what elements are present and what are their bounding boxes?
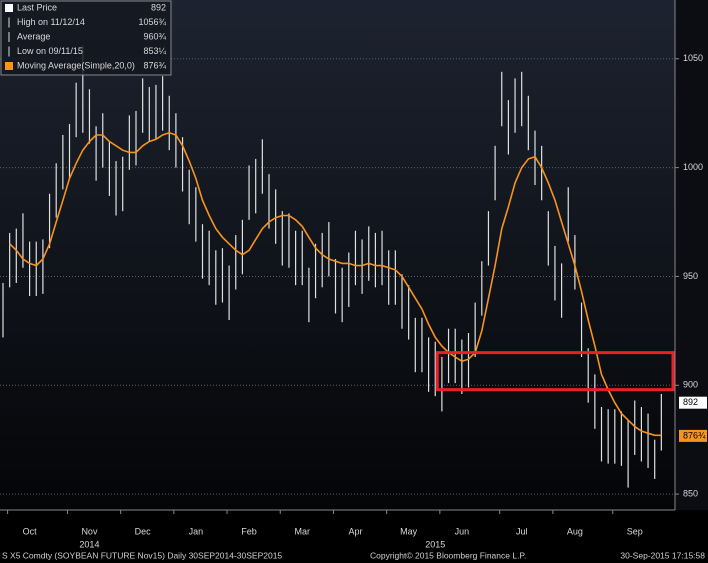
legend-value: 892 bbox=[151, 2, 166, 12]
x-tick-label: Jan bbox=[189, 526, 204, 536]
x-tick-label: Jun bbox=[455, 526, 470, 536]
x-tick-label: Apr bbox=[348, 526, 362, 536]
y-tick-label: 1050 bbox=[683, 53, 703, 63]
y-tick-label: 900 bbox=[683, 380, 698, 390]
x-tick-label: Feb bbox=[241, 526, 257, 536]
footer-right: 30-Sep-2015 17:15:58 bbox=[620, 550, 705, 560]
y-tick-label: 850 bbox=[683, 488, 698, 498]
x-tick-label: Mar bbox=[295, 526, 311, 536]
x-tick-label: Nov bbox=[81, 526, 98, 536]
x-tick-label: Dec bbox=[135, 526, 152, 536]
legend-icon bbox=[5, 4, 13, 12]
price-marker-label: 876¾ bbox=[683, 430, 706, 440]
footer-center: Copyright© 2015 Bloomberg Finance L.P. bbox=[370, 550, 526, 560]
x-tick-label: Aug bbox=[567, 526, 583, 536]
legend-label: Average bbox=[17, 31, 50, 41]
legend-icon bbox=[5, 62, 13, 70]
legend-value: 1056¾ bbox=[138, 17, 166, 27]
y-tick-label: 950 bbox=[683, 271, 698, 281]
y-tick-label: 1000 bbox=[683, 162, 703, 172]
legend-value: 960¾ bbox=[143, 31, 166, 41]
x-tick-label: Sep bbox=[627, 526, 643, 536]
legend-label: Last Price bbox=[17, 2, 57, 12]
highlight-box bbox=[435, 351, 675, 392]
price-marker bbox=[679, 429, 707, 442]
axis-area bbox=[675, 0, 708, 510]
legend-value: 853¼ bbox=[143, 46, 166, 56]
legend: Last Price 892 High on 11/12/14 1056¾ Averag… bbox=[0, 0, 172, 76]
moving-average-line bbox=[9, 131, 662, 437]
plot-area bbox=[0, 0, 675, 510]
legend-label: High on 11/12/14 bbox=[17, 17, 85, 27]
price-marker-label: 892 bbox=[683, 397, 698, 407]
legend-value: 876¾ bbox=[143, 60, 166, 70]
year-label: 2014 bbox=[79, 539, 99, 549]
year-label: 2015 bbox=[425, 539, 445, 549]
legend-label: Moving Average(Simple,20,0) bbox=[17, 60, 135, 70]
footer-left: S X5 Comdty (SOYBEAN FUTURE Nov15) Daily… bbox=[2, 550, 282, 560]
x-tick-label: May bbox=[400, 526, 418, 536]
x-tick-label: Jul bbox=[516, 526, 528, 536]
legend-box bbox=[0, 0, 172, 76]
legend-label: Low on 09/11/15 bbox=[17, 46, 83, 56]
price-marker bbox=[679, 396, 707, 409]
x-tick-label: Oct bbox=[23, 526, 38, 536]
